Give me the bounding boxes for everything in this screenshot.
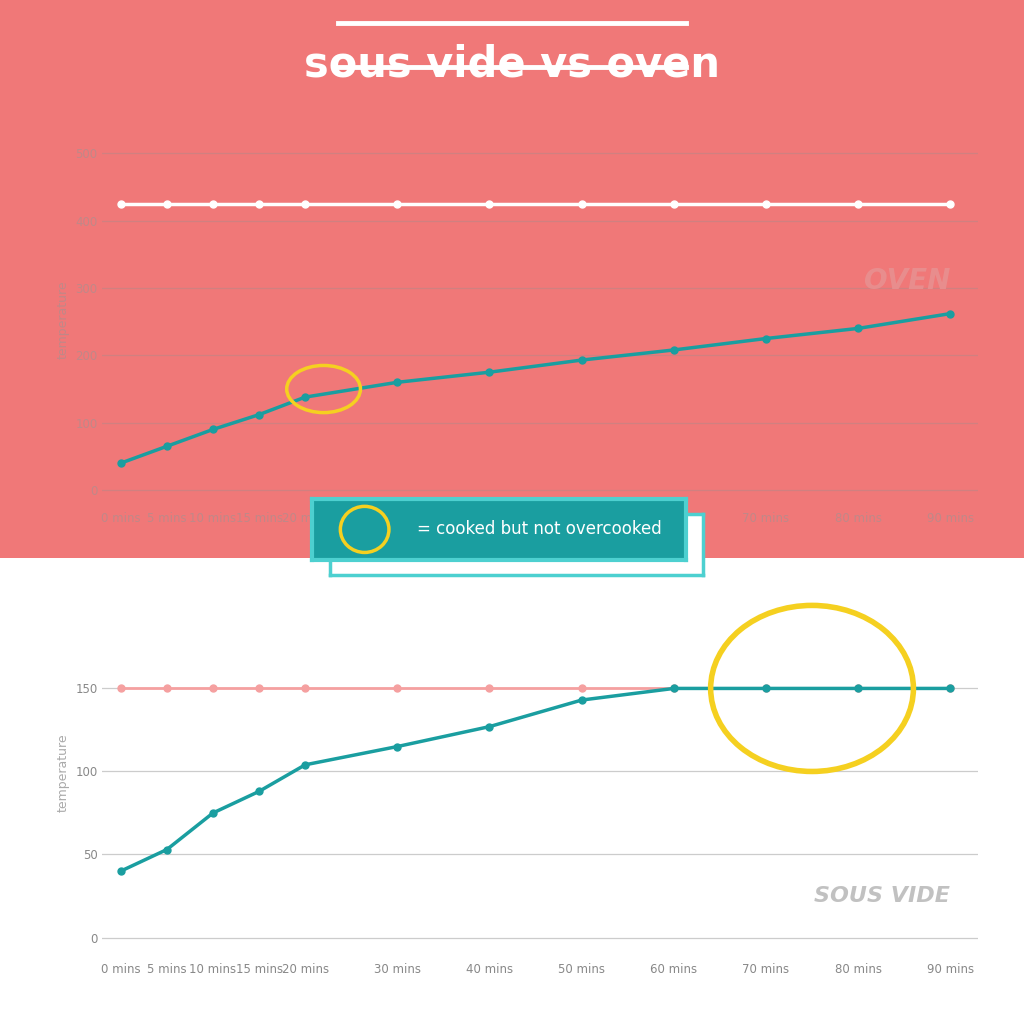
Text: sous vide vs oven: sous vide vs oven — [304, 43, 720, 85]
Text: OVEN: OVEN — [864, 267, 950, 295]
Y-axis label: temperature: temperature — [56, 734, 70, 812]
Y-axis label: temperature: temperature — [56, 281, 70, 359]
Text: SOUS VIDE: SOUS VIDE — [814, 886, 950, 906]
Text: = cooked but not overcooked: = cooked but not overcooked — [417, 520, 662, 539]
